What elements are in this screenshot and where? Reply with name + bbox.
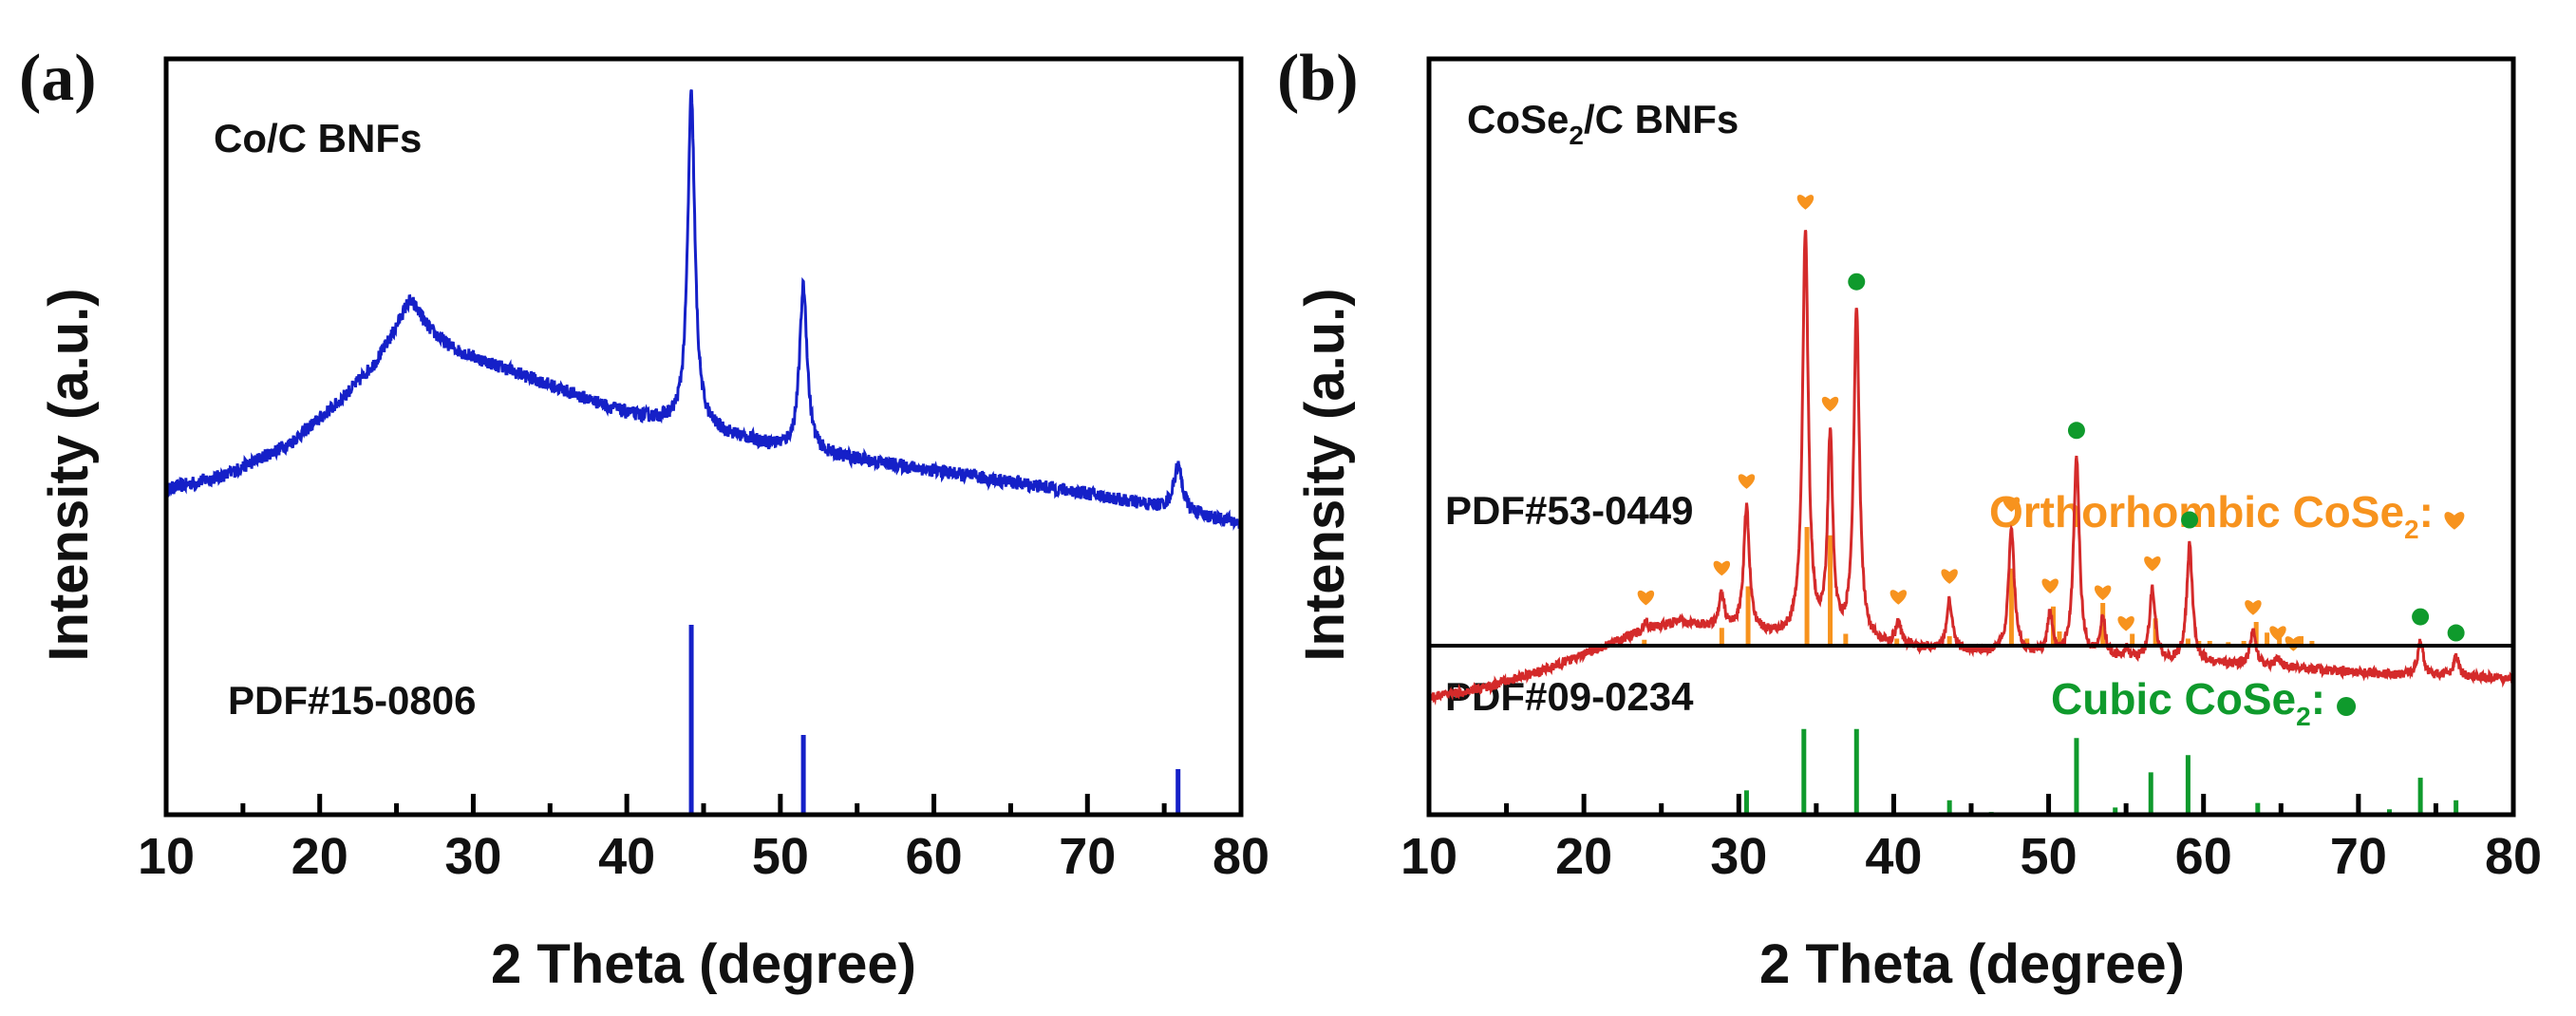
dot-marker-icon [2067,422,2085,440]
panel-a-x-tick-label: 80 [1213,828,1269,885]
panel-b-ortho-heart-icon [2444,512,2465,530]
panel-b-label: (b) [1277,42,1359,115]
panel-a-x-tick-label: 60 [906,828,963,885]
heart-marker-icon [1941,569,1958,584]
heart-marker-icon [1796,195,1814,210]
panel-b-cubic-dot-icon [2337,697,2357,716]
panel-b-x-axis-title: 2 Theta (degree) [1759,933,2185,995]
panel-a-x-tick-label: 20 [291,828,348,885]
heart-marker-icon [2245,600,2262,615]
panel-b-frame [1426,56,2516,818]
heart-marker-icon [1821,396,1839,412]
heart-marker-icon [2003,497,2021,513]
heart-marker-icon [2117,616,2134,631]
panel-a-xrd-curve [164,88,1243,531]
heart-marker-icon [2285,636,2303,651]
panel-b-cubic-reference-lines [1743,728,2459,815]
heart-marker-icon [1890,590,1908,605]
heart-marker-icon [2094,585,2112,601]
panel-b-x-tick-label: 20 [1555,828,1612,885]
panel-a-x-tick-label: 30 [444,828,501,885]
panel-b-x-tick-labels: 10 20 30 40 50 60 70 80 [1401,828,2542,885]
panel-a-label: (a) [19,42,97,115]
panel-a-x-tick-label: 70 [1059,828,1116,885]
panel-b-ortho-reference-label: PDF#53-0449 [1445,488,1694,533]
heart-marker-icon [1738,474,1756,489]
panel-a-x-tick-labels: 10 20 30 40 50 60 70 80 [138,828,1269,885]
panel-a-reference-label: PDF#15-0806 [228,678,477,723]
panel-a-reference-lines [688,625,1181,815]
panel-a-x-tick-label: 40 [598,828,655,885]
panel-b-y-axis-title: Intensity (a.u.) [1294,288,1356,661]
dot-marker-icon [2412,608,2430,626]
heart-marker-icon [2041,578,2059,594]
panel-b-x-tick-label: 50 [2021,828,2078,885]
heart-marker-icon [1637,590,1655,606]
panel-b-xrd-curve [1427,229,2515,706]
panel-a-x-ticks [163,794,1244,815]
panel-b: (b) Intensity (a.u.) 2 Theta (degree) Co… [1277,42,2542,995]
panel-a-x-axis-title: 2 Theta (degree) [491,933,916,995]
panel-b-cubic-reference-label: PDF#09-0234 [1445,674,1694,719]
heart-marker-icon [2269,626,2286,641]
panel-b-x-tick-label: 80 [2485,828,2542,885]
panel-b-x-tick-label: 30 [1710,828,1767,885]
panel-b-x-ticks [1426,794,2516,815]
panel-a-y-axis-title: Intensity (a.u.) [38,288,100,661]
panel-b-x-tick-label: 40 [1865,828,1922,885]
panel-b-x-tick-label: 10 [1401,828,1457,885]
panel-a-sample-label: Co/C BNFs [214,116,422,160]
panel-a-frame [163,56,1244,818]
dot-marker-icon [2181,511,2199,529]
panel-a: (a) Intensity (a.u.) 2 Theta (degree) Co… [19,42,1269,995]
panel-a-x-tick-label: 10 [138,828,195,885]
dot-marker-icon [1848,273,1866,291]
panel-a-x-tick-label: 50 [752,828,809,885]
heart-marker-icon [2144,555,2161,572]
panel-b-peak-markers [1637,195,2465,651]
panel-b-cubic-phase-label: Cubic CoSe2: [2051,674,2325,731]
heart-marker-icon [1713,560,1731,576]
panel-b-x-tick-label: 70 [2330,828,2387,885]
dot-marker-icon [2447,624,2465,642]
panel-b-x-tick-label: 60 [2175,828,2232,885]
panel-b-ortho-phase-label: Orthorhombic CoSe2: [1989,487,2434,544]
panel-b-sample-label: CoSe2/C BNFs [1467,97,1739,150]
